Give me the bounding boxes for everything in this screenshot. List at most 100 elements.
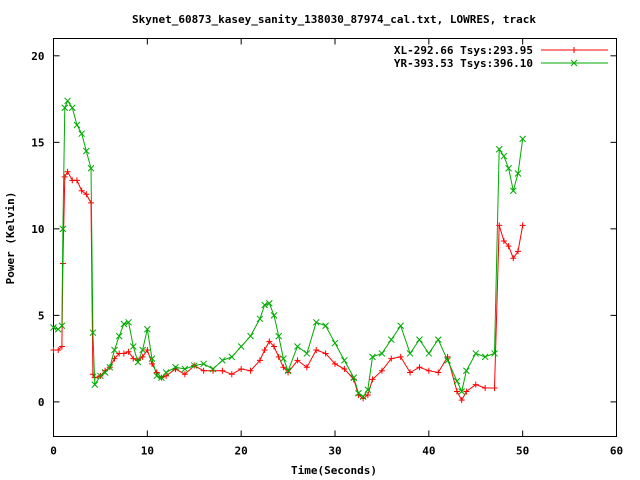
data-point: [271, 343, 278, 350]
data-point: [162, 369, 170, 376]
data-point: [130, 355, 137, 362]
y-tick-label: 20: [31, 50, 44, 63]
data-point: [247, 367, 254, 374]
data-point: [238, 366, 245, 373]
data-point: [59, 225, 67, 233]
data-point: [219, 367, 226, 374]
data-point: [61, 104, 69, 112]
data-point: [61, 173, 68, 180]
series-layer: [50, 97, 527, 404]
data-point: [406, 350, 414, 357]
x-tick-label: 10: [141, 445, 154, 458]
data-point: [139, 353, 146, 360]
legend-label: XL-292.66 Tsys:293.95: [394, 44, 533, 57]
axis-ticks: [53, 38, 617, 437]
data-point: [139, 346, 146, 354]
data-point: [500, 237, 507, 244]
data-point: [514, 170, 522, 177]
data-point: [97, 372, 104, 380]
data-point: [458, 388, 466, 395]
x-tick-label: 60: [610, 445, 623, 458]
data-point: [64, 97, 71, 105]
data-point: [125, 348, 132, 355]
data-point: [111, 346, 118, 354]
data-point: [355, 389, 362, 397]
series-1: [50, 168, 526, 404]
data-point: [120, 320, 128, 328]
x-tick-label: 50: [516, 445, 529, 458]
x-tick-label: 20: [235, 445, 248, 458]
data-point: [83, 191, 90, 198]
data-point: [482, 385, 489, 392]
data-point: [312, 318, 320, 326]
data-point: [322, 350, 329, 357]
data-point: [256, 315, 264, 323]
data-point: [55, 346, 62, 353]
axis-tick-labels: 0 10 20 30 40 50 60 0 5 10 15 20: [31, 50, 623, 458]
data-point: [87, 164, 95, 172]
legend-label: YR-393.53 Tsys:396.10: [394, 57, 533, 70]
data-point: [341, 357, 348, 364]
series-line: [53, 170, 524, 402]
y-axis-label: Power (Kelvin): [4, 192, 17, 285]
data-point: [359, 393, 367, 401]
data-point: [510, 255, 517, 262]
y-tick-label: 0: [38, 396, 45, 409]
data-point: [64, 168, 71, 175]
data-point: [275, 332, 283, 340]
data-point: [369, 376, 376, 383]
data-point: [453, 377, 461, 385]
data-point: [78, 130, 86, 138]
data-point: [91, 381, 99, 388]
data-point: [378, 367, 385, 374]
data-point: [261, 346, 268, 353]
data-point: [115, 332, 123, 340]
data-point: [209, 365, 217, 373]
data-point: [228, 371, 235, 378]
data-point: [153, 372, 161, 380]
data-point: [519, 222, 526, 229]
data-point: [463, 388, 470, 395]
data-point: [407, 369, 414, 376]
x-tick-label: 0: [50, 445, 57, 458]
data-point: [280, 355, 287, 362]
data-point: [181, 371, 188, 378]
data-point: [505, 243, 512, 250]
data-point: [364, 386, 372, 394]
data-point: [106, 363, 114, 371]
data-point: [78, 187, 85, 194]
data-point: [134, 358, 142, 366]
data-point: [219, 357, 226, 364]
data-point: [434, 336, 442, 343]
data-point: [280, 364, 287, 371]
data-point: [491, 350, 498, 357]
data-point: [190, 362, 198, 369]
data-point: [266, 338, 273, 345]
data-point: [294, 343, 301, 350]
data-point: [313, 346, 320, 353]
data-point: [228, 353, 236, 361]
data-point: [425, 350, 433, 357]
data-point: [514, 248, 521, 255]
data-point: [294, 357, 301, 364]
data-point: [364, 391, 371, 398]
data-point: [509, 187, 517, 195]
data-point: [284, 367, 292, 375]
data-point: [144, 346, 151, 353]
data-point: [416, 364, 423, 371]
plot-frame: [53, 38, 617, 437]
data-point: [200, 360, 207, 368]
data-point: [519, 135, 527, 143]
data-point: [495, 145, 503, 153]
data-point: [463, 367, 470, 375]
data-point: [378, 350, 386, 357]
data-point: [303, 350, 311, 357]
data-point: [58, 343, 65, 350]
data-point: [505, 164, 512, 172]
y-tick-label: 5: [38, 309, 45, 322]
data-point: [397, 322, 405, 330]
data-point: [303, 364, 310, 371]
data-point: [481, 353, 489, 361]
data-point: [388, 355, 395, 362]
